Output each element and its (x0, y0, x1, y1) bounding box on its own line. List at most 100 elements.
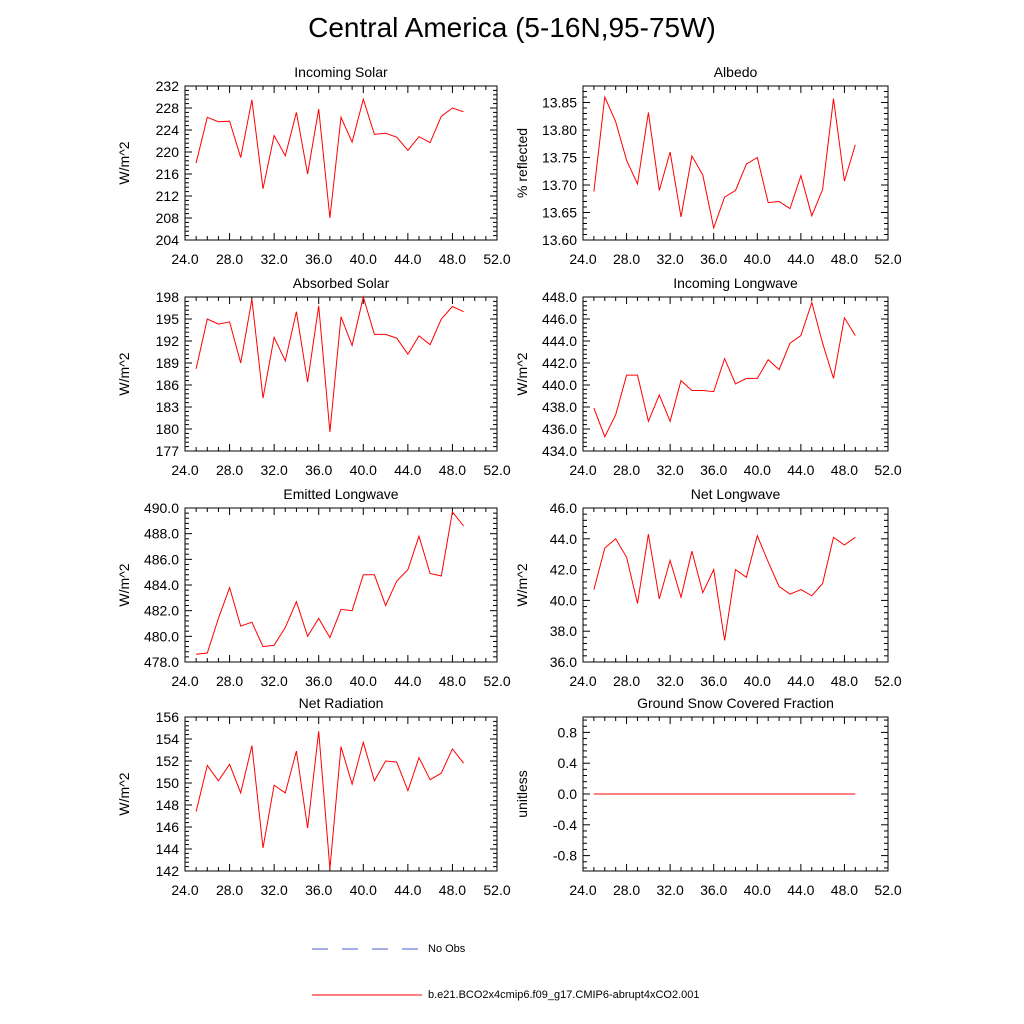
x-tick-label: 40.0 (350, 673, 377, 689)
chart-panel: Ground Snow Covered Fraction unitless 24.0… (514, 695, 902, 898)
series-line (196, 510, 464, 655)
x-tick-label: 48.0 (831, 673, 858, 689)
x-tick-label: 44.0 (394, 882, 421, 898)
y-tick-label: 13.70 (542, 177, 577, 193)
y-tick-label: 220 (156, 144, 180, 160)
y-tick-label: 228 (156, 100, 180, 116)
y-tick-label: 486.0 (144, 551, 179, 567)
x-tick-label: 32.0 (261, 251, 288, 267)
x-tick-label: 44.0 (787, 462, 814, 478)
x-tick-label: 28.0 (216, 462, 243, 478)
legend-model-label: b.e21.BCO2x4cmip6.f09_g17.CMIP6-abrupt4x… (428, 989, 700, 1001)
y-tick-label: 192 (156, 333, 180, 349)
x-tick-label: 36.0 (700, 673, 727, 689)
chart-panel: Net Radiation W/m^2 24.0 28.0 32.0 36.0 40.0 44… (116, 695, 511, 898)
x-tick-label: 24.0 (569, 673, 596, 689)
y-tick-label: 40.0 (550, 592, 577, 608)
panel-title: Net Radiation (299, 695, 384, 711)
x-tick-label: 52.0 (874, 251, 901, 267)
x-tick-label: 52.0 (483, 251, 510, 267)
chart-panel: Incoming Solar W/m^2 24.0 28.0 32.0 36.0 40.0 4… (116, 64, 511, 267)
y-tick-label: 442.0 (542, 355, 577, 371)
y-tick-label: 484.0 (144, 577, 179, 593)
y-tick-label: 204 (156, 232, 180, 248)
x-tick-label: 52.0 (483, 882, 510, 898)
y-tick-label: 195 (156, 311, 180, 327)
plot-frame (582, 507, 889, 663)
x-tick-label: 52.0 (874, 462, 901, 478)
x-tick-label: 40.0 (350, 882, 377, 898)
panel-title: Incoming Solar (294, 64, 388, 80)
y-axis-label: W/m^2 (116, 141, 132, 184)
y-tick-label: 177 (156, 443, 180, 459)
x-tick-label: 48.0 (439, 673, 466, 689)
x-tick-label: 32.0 (657, 462, 684, 478)
y-tick-label: 144 (156, 841, 180, 857)
y-tick-label: 482.0 (144, 603, 179, 619)
y-tick-label: 148 (156, 797, 180, 813)
y-tick-label: 216 (156, 166, 180, 182)
y-tick-label: 38.0 (550, 623, 577, 639)
x-tick-label: 40.0 (744, 882, 771, 898)
x-tick-label: 36.0 (700, 462, 727, 478)
x-tick-label: 52.0 (483, 673, 510, 689)
y-tick-label: 180 (156, 421, 180, 437)
panel-title: Ground Snow Covered Fraction (637, 695, 834, 711)
plot-frame (582, 296, 889, 452)
series-line (195, 97, 464, 219)
series-line (593, 300, 856, 438)
y-tick-label: 13.80 (542, 122, 577, 138)
x-tick-label: 36.0 (700, 251, 727, 267)
x-tick-label: 40.0 (350, 462, 377, 478)
y-tick-label: 44.0 (550, 531, 577, 547)
y-axis-label: W/m^2 (116, 563, 132, 606)
y-tick-label: 212 (156, 188, 180, 204)
x-tick-label: 40.0 (744, 462, 771, 478)
y-tick-label: 36.0 (550, 654, 577, 670)
y-tick-label: 490.0 (144, 500, 179, 516)
y-tick-label: 13.60 (542, 232, 577, 248)
y-tick-label: 150 (156, 775, 180, 791)
x-tick-label: 28.0 (216, 882, 243, 898)
y-tick-label: 224 (156, 122, 180, 138)
y-tick-label: 152 (156, 753, 180, 769)
x-tick-label: 32.0 (261, 673, 288, 689)
x-tick-label: 24.0 (171, 251, 198, 267)
x-tick-label: 44.0 (787, 882, 814, 898)
chart-panel: Incoming Longwave W/m^2 24.0 28.0 32.0 36.0 40… (514, 275, 902, 478)
plot-frame (184, 507, 498, 663)
x-tick-label: 28.0 (613, 462, 640, 478)
x-tick-label: 24.0 (569, 462, 596, 478)
panel-title: Incoming Longwave (673, 275, 798, 291)
x-tick-label: 52.0 (874, 882, 901, 898)
x-tick-label: 28.0 (613, 251, 640, 267)
x-tick-label: 24.0 (569, 251, 596, 267)
x-tick-label: 32.0 (657, 251, 684, 267)
y-axis-label: W/m^2 (116, 352, 132, 395)
y-axis-label: % reflected (514, 128, 530, 198)
x-tick-label: 36.0 (305, 251, 332, 267)
x-tick-label: 52.0 (483, 462, 510, 478)
y-tick-label: 208 (156, 210, 180, 226)
series-line (593, 534, 856, 641)
x-tick-label: 44.0 (787, 251, 814, 267)
y-tick-label: 146 (156, 819, 180, 835)
chart-panel: Absorbed Solar W/m^2 24.0 28.0 32.0 36.0 40.0 4… (116, 275, 511, 478)
y-tick-label: 440.0 (542, 377, 577, 393)
x-tick-label: 32.0 (261, 882, 288, 898)
y-axis-label: W/m^2 (514, 352, 530, 395)
y-tick-label: 0.0 (558, 786, 578, 802)
x-tick-label: 36.0 (305, 882, 332, 898)
x-tick-label: 36.0 (305, 673, 332, 689)
y-tick-label: 478.0 (144, 654, 179, 670)
x-tick-label: 40.0 (350, 251, 377, 267)
x-tick-label: 48.0 (831, 462, 858, 478)
y-tick-label: 156 (156, 709, 180, 725)
y-axis-label: W/m^2 (514, 563, 530, 606)
y-tick-label: 0.8 (558, 724, 578, 740)
x-tick-label: 24.0 (171, 462, 198, 478)
x-tick-label: 44.0 (394, 673, 421, 689)
x-tick-label: 36.0 (700, 882, 727, 898)
x-tick-label: 24.0 (569, 882, 596, 898)
x-tick-label: 48.0 (439, 462, 466, 478)
